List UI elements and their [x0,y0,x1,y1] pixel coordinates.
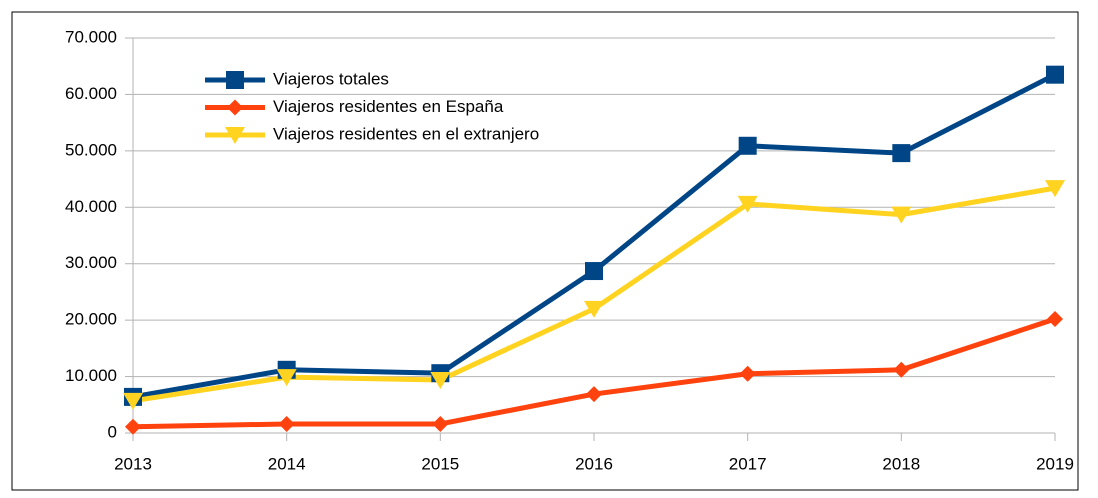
marker [278,415,295,432]
marker [739,365,756,382]
marker [738,136,757,155]
legend-label: Viajeros residentes en el extranjero [273,124,539,143]
y-tick-label: 60.000 [65,84,117,103]
marker [737,195,758,213]
x-tick-label: 2014 [268,454,306,473]
marker [1045,180,1065,198]
y-tick-label: 20.000 [65,310,117,329]
y-tick-label: 10.000 [65,366,117,385]
marker [226,71,244,89]
marker [1047,311,1063,328]
y-tick-label: 70.000 [65,27,117,46]
marker [123,392,143,410]
legend-label: Viajeros residentes en España [273,97,504,116]
marker [432,415,449,432]
y-tick-label: 40.000 [65,197,117,216]
x-tick-label: 2019 [1036,454,1074,473]
x-tick-label: 2017 [729,454,767,473]
y-tick-label: 50.000 [65,140,117,159]
marker [276,369,297,387]
marker [893,361,910,378]
marker [586,386,602,403]
chart-frame [11,11,1079,491]
y-tick-label: 30.000 [65,253,117,272]
marker [891,206,912,224]
marker [584,300,604,318]
legend-label: Viajeros totales [273,69,389,88]
x-tick-label: 2016 [575,454,613,473]
marker [1046,65,1064,84]
marker [225,127,245,144]
marker [585,262,603,281]
marker [125,418,141,435]
x-tick-label: 2015 [421,454,459,473]
marker [892,144,911,163]
x-tick-label: 2013 [114,454,152,473]
marker [227,99,243,116]
y-tick-label: 0 [108,422,117,441]
x-tick-label: 2018 [882,454,920,473]
marker [430,371,451,389]
